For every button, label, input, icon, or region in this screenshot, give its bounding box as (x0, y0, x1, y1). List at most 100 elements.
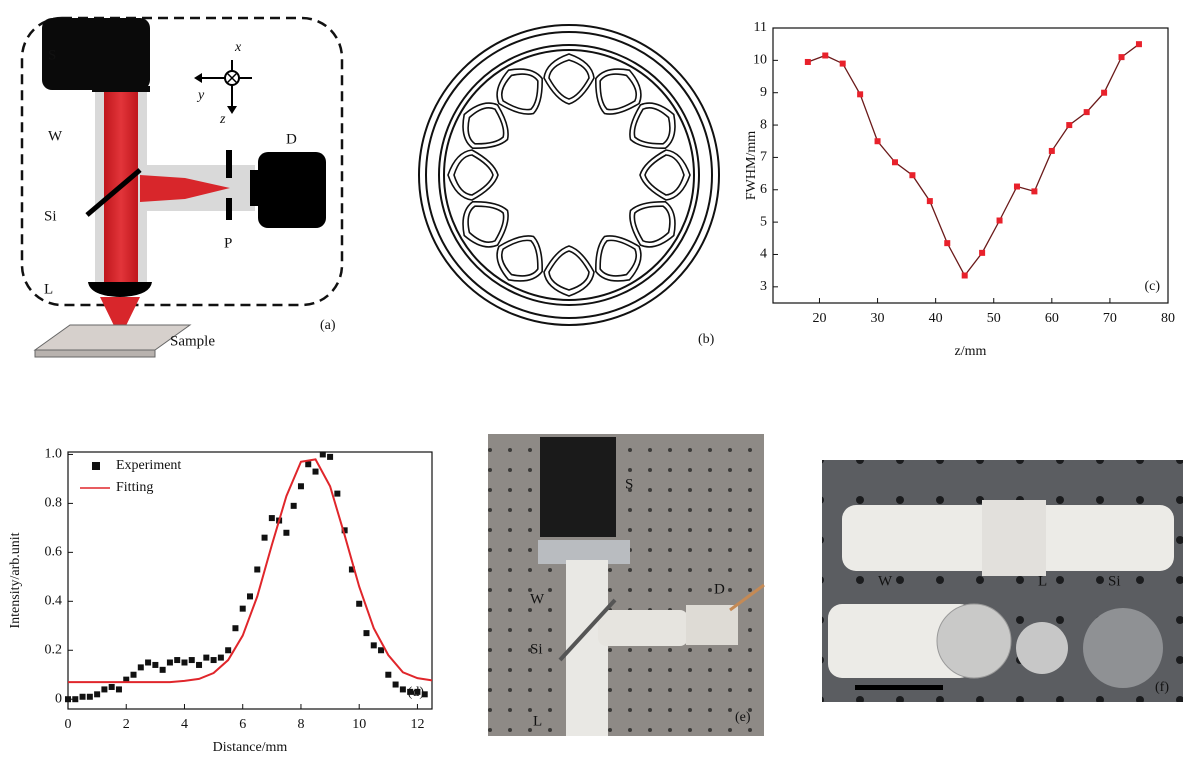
x-tick-label: 12 (410, 717, 424, 732)
data-point (1014, 184, 1020, 190)
x-axis-title: Distance/mm (213, 740, 288, 755)
petal (544, 54, 594, 104)
data-point (131, 672, 137, 678)
petal (618, 189, 686, 257)
panel-label: (f) (1155, 680, 1169, 695)
outer-ring (426, 32, 712, 318)
petal (487, 224, 555, 292)
inner-ring (439, 45, 699, 305)
data-point (72, 696, 78, 702)
label: S (625, 476, 633, 492)
diagram-b: (b) (419, 25, 719, 347)
y-tick-label: 0.2 (45, 642, 63, 657)
data-point (225, 647, 231, 653)
label: W (48, 128, 63, 144)
x-tick-label: 10 (352, 717, 366, 732)
data-point (378, 647, 384, 653)
label: W (878, 573, 893, 589)
coupler (982, 500, 1046, 576)
data-point (927, 198, 933, 204)
data-point (211, 657, 217, 663)
data-point (305, 461, 311, 467)
data-point (152, 662, 158, 668)
data-point (101, 686, 107, 692)
x-tick-label: 60 (1045, 311, 1059, 326)
data-point (909, 172, 915, 178)
axis-name: y (196, 88, 205, 103)
data-point (65, 696, 71, 702)
legend-label: Experiment (116, 458, 181, 473)
data-point (393, 682, 399, 688)
y-tick-label: 10 (753, 53, 767, 68)
data-point (247, 593, 253, 599)
data-point (291, 503, 297, 509)
y-tick-label: 6 (760, 182, 767, 197)
data-point (1031, 188, 1037, 194)
panel-label: (e) (735, 710, 751, 725)
arrowhead (227, 106, 237, 114)
data-point (94, 691, 100, 697)
x-tick-label: 50 (987, 311, 1001, 326)
x-tick-label: 30 (871, 311, 885, 326)
tube-end (937, 604, 1011, 678)
label: L (44, 281, 53, 297)
data-point (240, 606, 246, 612)
x-tick-label: 80 (1161, 311, 1175, 326)
y-tick-label: 4 (760, 247, 767, 262)
axis-name: x (234, 40, 242, 55)
data-point (313, 469, 319, 475)
label: W (530, 591, 545, 607)
data-point (327, 454, 333, 460)
panel-label: (c) (1144, 279, 1160, 294)
source-block (540, 437, 616, 537)
petal (618, 93, 686, 161)
label: S (48, 47, 56, 63)
data-point (298, 483, 304, 489)
data-point (857, 91, 863, 97)
photo-f: W L Si (f) (822, 460, 1183, 702)
data-point (1049, 148, 1055, 154)
data-point (262, 535, 268, 541)
photo-e: S W D Si L (e) (488, 434, 764, 736)
data-point (1101, 90, 1107, 96)
data-point (109, 684, 115, 690)
source-s (42, 18, 150, 90)
data-point (407, 689, 413, 695)
data-point (174, 657, 180, 663)
data-point (189, 657, 195, 663)
arrowhead (194, 73, 202, 83)
data-point (181, 659, 187, 665)
y-tick-label: 0 (55, 691, 62, 706)
data-point (363, 630, 369, 636)
data-point (962, 273, 968, 279)
label: Sample (170, 333, 215, 349)
petal (640, 150, 690, 200)
data-point (385, 672, 391, 678)
data-point (997, 218, 1003, 224)
data-point (1119, 54, 1125, 60)
x-tick-label: 2 (123, 717, 130, 732)
data-point (422, 691, 428, 697)
y-tick-label: 7 (760, 150, 767, 165)
data-point (400, 686, 406, 692)
data-point (840, 61, 846, 67)
x-tick-label: 70 (1103, 311, 1117, 326)
sample-plate (35, 325, 190, 350)
data-point (822, 53, 828, 59)
x-tick-label: 0 (65, 717, 72, 732)
data-point (167, 659, 173, 665)
data-line (808, 44, 1139, 275)
detector-housing (686, 605, 738, 645)
data-point (320, 451, 326, 457)
y-tick-label: 0.4 (45, 594, 63, 609)
petal (448, 150, 498, 200)
data-point (116, 686, 122, 692)
scale-bar (855, 685, 943, 690)
detector-d (258, 152, 326, 228)
data-point (979, 250, 985, 256)
data-point (80, 694, 86, 700)
petal (544, 246, 594, 296)
label: D (286, 131, 297, 147)
x-axis-title: z/mm (955, 344, 987, 359)
legend-label: Fitting (116, 480, 153, 495)
